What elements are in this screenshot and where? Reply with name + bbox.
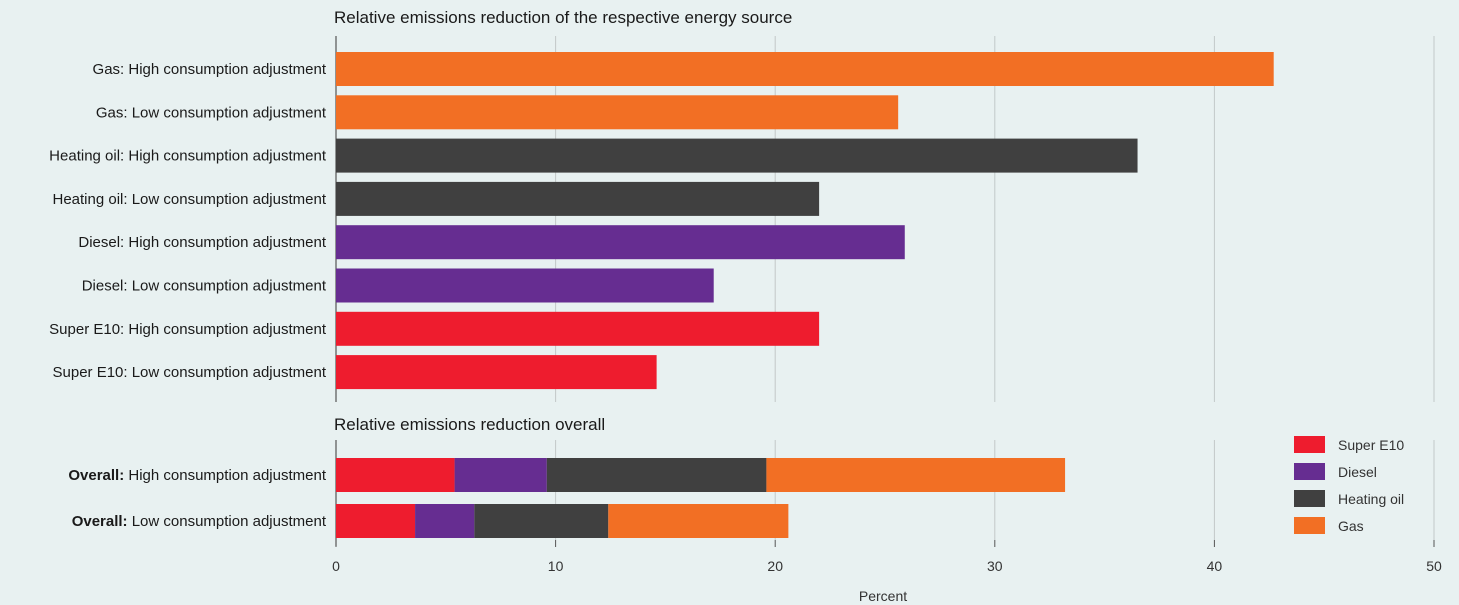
bar-3: [336, 181, 820, 216]
category-label-1-suffix: Low consumption adjustment: [132, 104, 327, 121]
overall-label-1-suffix: Low consumption adjustment: [132, 513, 327, 530]
stacked-bar-0-3: [766, 458, 1066, 492]
x-tick-label-30: 30: [987, 558, 1003, 574]
overall-label-1-prefix: Overall:: [72, 513, 132, 530]
bar-2: [336, 138, 1138, 173]
category-label-0: Gas: High consumption adjustment: [93, 61, 327, 78]
category-label-6: Super E10: High consumption adjustment: [49, 321, 327, 338]
overall-label-1: Overall: Low consumption adjustment: [72, 513, 327, 530]
stacked-bar-1-3: [608, 504, 789, 538]
legend-label-0: Super E10: [1338, 437, 1404, 453]
stacked-bar-1-0: [336, 504, 416, 538]
legend-label-2: Heating oil: [1338, 491, 1404, 507]
category-label-2-prefix: Heating oil:: [49, 148, 128, 165]
stacked-bar-1-1: [415, 504, 475, 538]
category-label-4: Diesel: High consumption adjustment: [78, 234, 326, 251]
stacked-bar-0-0: [336, 458, 455, 492]
category-label-4-prefix: Diesel:: [78, 234, 128, 251]
legend-label-1: Diesel: [1338, 464, 1377, 480]
overall-label-0-suffix: High consumption adjustment: [128, 467, 326, 484]
category-label-5-suffix: Low consumption adjustment: [132, 278, 327, 295]
category-label-3-prefix: Heating oil:: [53, 191, 132, 208]
category-label-3-suffix: Low consumption adjustment: [132, 191, 327, 208]
x-tick-label-50: 50: [1426, 558, 1442, 574]
bar-5: [336, 268, 714, 303]
category-label-7: Super E10: Low consumption adjustment: [53, 364, 327, 381]
category-label-7-prefix: Super E10:: [53, 364, 132, 381]
legend-label-3: Gas: [1338, 518, 1364, 534]
x-axis-label: Percent: [859, 588, 907, 604]
legend-swatch-3: [1294, 517, 1325, 534]
x-tick-label-20: 20: [767, 558, 783, 574]
category-label-7-suffix: Low consumption adjustment: [132, 364, 327, 381]
category-label-3: Heating oil: Low consumption adjustment: [53, 191, 327, 208]
x-tick-label-40: 40: [1207, 558, 1223, 574]
bar-1: [336, 95, 899, 130]
bar-4: [336, 225, 905, 260]
category-label-2: Heating oil: High consumption adjustment: [49, 148, 327, 165]
category-label-6-prefix: Super E10:: [49, 321, 128, 338]
bar-7: [336, 355, 657, 390]
overall-label-0: Overall: High consumption adjustment: [68, 467, 326, 484]
legend-swatch-2: [1294, 490, 1325, 507]
category-label-6-suffix: High consumption adjustment: [128, 321, 326, 338]
legend-swatch-1: [1294, 463, 1325, 480]
category-label-1-prefix: Gas:: [96, 104, 132, 121]
bar-0: [336, 52, 1274, 86]
stacked-bar-1-2: [474, 504, 609, 538]
x-tick-label-10: 10: [548, 558, 564, 574]
stacked-bar-0-2: [546, 458, 767, 492]
category-label-5-prefix: Diesel:: [82, 278, 132, 295]
category-label-0-prefix: Gas:: [93, 61, 129, 78]
panel-title-overall: Relative emissions reduction overall: [334, 415, 605, 434]
panel-title-by-source: Relative emissions reduction of the resp…: [334, 8, 792, 27]
x-tick-label-0: 0: [332, 558, 340, 574]
overall-label-0-prefix: Overall:: [68, 467, 128, 484]
category-label-4-suffix: High consumption adjustment: [128, 234, 326, 251]
legend-swatch-0: [1294, 436, 1325, 453]
stacked-bar-0-1: [454, 458, 547, 492]
category-label-5: Diesel: Low consumption adjustment: [82, 278, 327, 295]
bar-6: [336, 311, 820, 346]
category-label-0-suffix: High consumption adjustment: [128, 61, 326, 78]
category-label-1: Gas: Low consumption adjustment: [96, 104, 327, 121]
category-label-2-suffix: High consumption adjustment: [128, 148, 326, 165]
